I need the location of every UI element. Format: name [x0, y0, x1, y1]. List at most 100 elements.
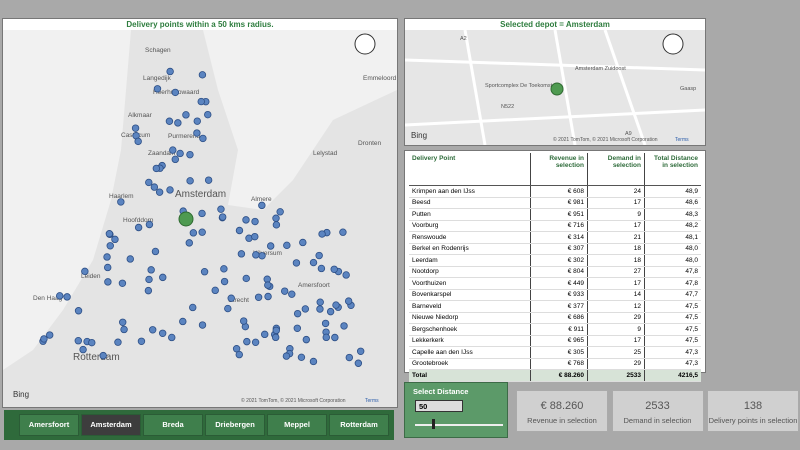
depot-button[interactable]: Driebergen	[205, 414, 265, 436]
place-label: Hoofddorp	[123, 217, 154, 224]
table-cell: 47,8	[644, 277, 701, 290]
delivery-point	[271, 333, 280, 342]
delivery-point	[318, 230, 326, 238]
delivery-point	[315, 251, 323, 260]
delivery-point	[158, 329, 167, 337]
kpi-card: 2533 Demand in selection	[611, 390, 704, 432]
kpi-value: 2533	[645, 400, 670, 412]
place-label: Haarlem	[109, 193, 134, 200]
table-cell: € 981	[530, 197, 588, 209]
delivery-point	[118, 279, 127, 287]
delivery-point	[134, 223, 143, 232]
terms-link[interactable]: Terms	[675, 137, 689, 143]
table-cell: 18	[587, 243, 645, 255]
depot-buttons: Amersfoort Amsterdam Breda Driebergen Meppel…	[4, 410, 394, 440]
delivery-point	[281, 287, 289, 295]
delivery-point	[56, 292, 64, 300]
delivery-point	[264, 281, 272, 289]
terms-link[interactable]: Terms	[365, 398, 379, 404]
table-cell: Lekkerkerk	[409, 335, 531, 347]
focus-icon[interactable]	[354, 33, 376, 55]
table-cell: 47,3	[644, 346, 701, 359]
place-label: Den Haag	[33, 295, 63, 302]
delivery-point	[251, 338, 260, 347]
delivery-point	[145, 275, 153, 284]
delivery-point	[264, 292, 272, 301]
table-cell: 47,5	[644, 300, 701, 313]
delivery-point	[309, 258, 318, 267]
slider-track	[415, 424, 503, 426]
delivery-point	[81, 267, 89, 276]
place-label: Emmeloord	[363, 75, 397, 82]
delivery-point	[326, 307, 335, 316]
delivery-point	[322, 333, 330, 342]
delivery-point	[272, 326, 280, 335]
table-cell: € 608	[530, 185, 588, 198]
delivery-point	[258, 201, 266, 210]
depot-button[interactable]: Meppel	[267, 414, 327, 436]
table-row: Nieuwe Niedorp € 686 29 47,5	[409, 312, 701, 324]
depot-button[interactable]: Breda	[143, 414, 203, 436]
delivery-point	[331, 333, 339, 342]
table-cell: € 768	[530, 358, 588, 370]
delivery-point	[217, 205, 225, 213]
depot-button[interactable]: Amsterdam	[81, 414, 141, 436]
table-row: Putten € 951 9 48,3	[409, 208, 701, 221]
column-header: Delivery Point	[409, 153, 531, 186]
distance-input[interactable]: 50	[415, 400, 463, 412]
kpi-label: Revenue in selection	[527, 416, 597, 425]
delivery-point	[342, 271, 350, 279]
delivery-point	[174, 119, 182, 127]
delivery-point	[297, 353, 306, 362]
delivery-point	[242, 216, 250, 224]
place-label: A2	[460, 36, 467, 42]
table-cell: € 377	[530, 300, 588, 313]
place-label: Alkmaar	[128, 112, 153, 119]
table-cell: Voorthuizen	[409, 277, 531, 290]
table-cell: 48,2	[644, 220, 701, 232]
place-label: Gaasp	[680, 86, 696, 92]
delivery-point	[261, 330, 269, 339]
table-cell: 29	[587, 312, 645, 324]
table-row: Nootdorp € 804 27 47,8	[409, 266, 701, 278]
table-row: Renswoude € 314 21 48,1	[409, 231, 701, 244]
delivery-point	[266, 242, 275, 250]
delivery-point	[316, 298, 324, 306]
delivery-point	[185, 239, 193, 247]
table-cell: Voorburg	[409, 220, 531, 232]
table-cell: 18	[587, 254, 645, 267]
delivery-point	[111, 235, 119, 244]
table-cell: 47,5	[644, 312, 701, 324]
delivery-point	[199, 134, 207, 143]
delivery-point	[309, 357, 318, 366]
table-cell: € 314	[530, 231, 588, 244]
delivery-point	[354, 359, 363, 367]
table-row: Grootebroek € 768 29 47,3	[409, 358, 701, 370]
delivery-point	[147, 266, 155, 274]
table-cell: Capelle aan den IJss	[409, 346, 531, 359]
table-cell: € 302	[530, 254, 588, 267]
delivery-point	[106, 242, 114, 250]
depot-button[interactable]: Rotterdam	[329, 414, 389, 436]
table-cell: € 716	[530, 220, 588, 232]
table-cell: 48,1	[644, 231, 701, 244]
delivery-point	[243, 337, 251, 346]
delivery-point	[189, 229, 198, 237]
table-cell: 21	[587, 231, 645, 244]
delivery-point	[198, 71, 207, 79]
header-row: Delivery Point Revenue in selection Demand…	[409, 153, 701, 186]
table-row: Beesd € 981 17 48,6	[409, 197, 701, 209]
column-header: Revenue in selection	[530, 153, 588, 186]
table-cell: € 449	[530, 277, 588, 290]
place-label: Hilversum	[253, 250, 282, 257]
table-cell: Bergschenhoek	[409, 323, 531, 336]
table-cell: € 804	[530, 266, 588, 278]
slider-handle[interactable]	[432, 419, 435, 429]
delivery-point	[293, 324, 302, 332]
table-cell: 29	[587, 358, 645, 370]
table-cell: 17	[587, 335, 645, 347]
delivery-point	[276, 208, 284, 216]
place-label: Rotterdam	[73, 352, 120, 363]
depot-button[interactable]: Amersfoort	[19, 414, 79, 436]
focus-icon[interactable]	[662, 33, 684, 55]
